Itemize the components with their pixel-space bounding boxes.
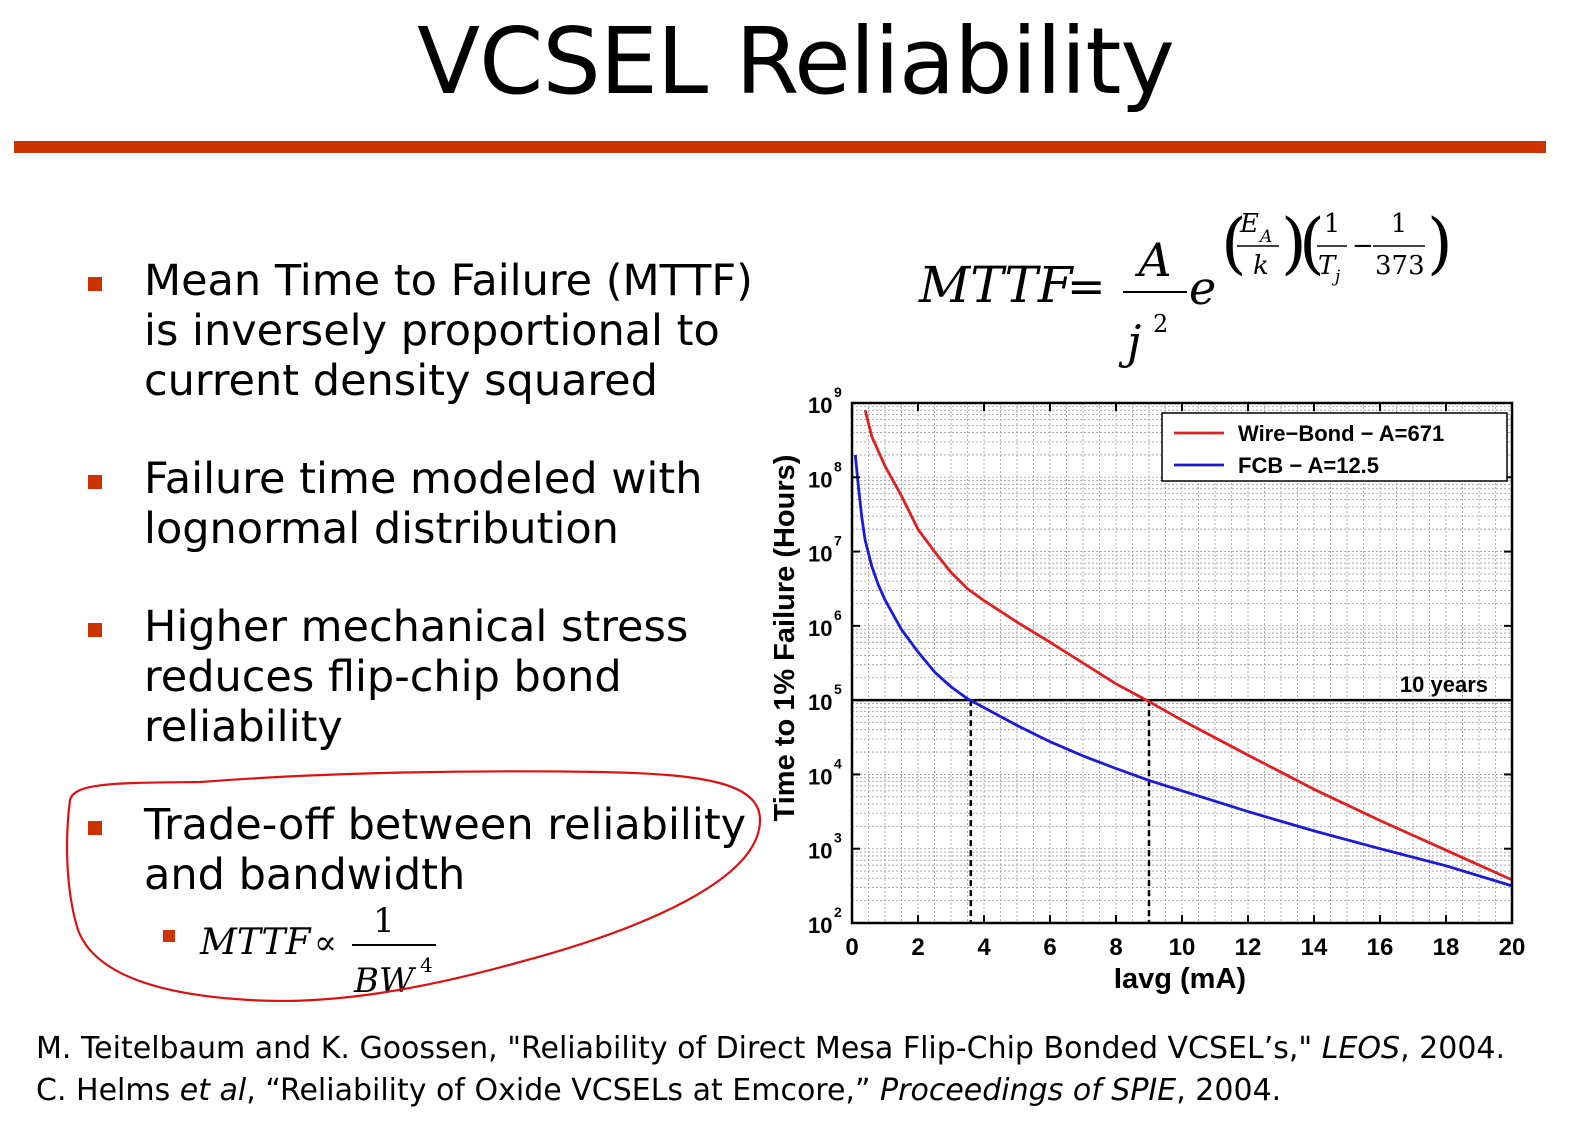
y-tick-label: 10: [808, 467, 832, 492]
slide-title: VCSEL Reliability: [417, 8, 1175, 115]
exp-paren-open-1: (: [1221, 205, 1247, 282]
bullet-text: Higher mechanical stress reduces flip-ch…: [144, 602, 688, 752]
bullet-line: Mean Time to Failure (MTTF): [144, 256, 753, 306]
bullet-line: reliability: [144, 702, 343, 752]
chart-y-axis-label: Time to 1% Failure (Hours): [769, 455, 801, 822]
reference-helms: C. Helms et al, “Reliability of Oxide VC…: [36, 1073, 1282, 1108]
references: M. Teitelbaum and K. Goossen, "Reliabili…: [36, 1028, 1505, 1112]
formula-denominator: j: [1118, 315, 1141, 369]
exp-one-b: 1: [1391, 209, 1408, 239]
exp-tj-sub: j: [1331, 267, 1341, 287]
x-tick-label: 6: [1043, 934, 1056, 961]
exp-373: 373: [1375, 251, 1425, 281]
legend-box: [1161, 412, 1508, 482]
formula-denominator-exponent: 2: [1153, 310, 1168, 338]
exp-k: k: [1253, 251, 1269, 281]
formula-base: e: [1189, 261, 1216, 315]
bullet-line: is inversely proportional to: [144, 306, 720, 356]
exp-minus: −: [1352, 231, 1374, 261]
x-tick-label: 14: [1301, 934, 1328, 961]
series-line: [863, 410, 1513, 882]
exp-paren-close-2: ): [1427, 205, 1453, 282]
bullet-line: current density squared: [144, 356, 658, 406]
bullet-square-icon: [88, 475, 102, 489]
sub-formula-exponent: 4: [420, 953, 433, 977]
y-tick-exponent: 2: [834, 904, 842, 920]
y-tick-label: 10: [808, 542, 832, 567]
y-tick-label: 10: [808, 764, 832, 789]
formula-numerator: A: [1134, 233, 1171, 287]
y-tick-label: 10: [808, 913, 832, 938]
formula-lhs: MTTF: [918, 256, 1075, 314]
x-tick-label: 16: [1367, 934, 1394, 961]
sub-formula-lhs: MTTF: [199, 922, 313, 963]
exp-one-a: 1: [1324, 209, 1341, 239]
bullet-square-icon: [88, 623, 102, 637]
bullet-square-icon: [88, 821, 102, 835]
reference-teitelbaum: M. Teitelbaum and K. Goossen, "Reliabili…: [36, 1031, 1506, 1066]
chart-reference-lines: 10 years: [852, 672, 1512, 923]
y-tick-label: 10: [808, 616, 832, 641]
x-tick-label: 12: [1235, 934, 1262, 961]
y-tick-label: 10: [808, 690, 832, 715]
y-tick-label: 10: [808, 839, 832, 864]
chart-axes: 0 2 4 6 8 10 12 14 16 18 2010210310410510610710810…: [808, 384, 1525, 961]
exp-ea-sub: A: [1258, 227, 1272, 247]
exp-paren-close-1: ): [1281, 205, 1307, 282]
y-tick-exponent: 3: [834, 830, 842, 846]
x-tick-label: 10: [1169, 934, 1196, 961]
chart-grid: [851, 403, 1513, 924]
chart-x-axis-label: Iavg (mA): [1114, 963, 1246, 995]
legend-label: FCB − A=12.5: [1238, 453, 1379, 478]
formula-equals: =: [1067, 259, 1106, 313]
y-tick-exponent: 9: [834, 384, 842, 400]
x-tick-label: 4: [977, 934, 991, 961]
sub-bullet-square-icon: [163, 930, 175, 942]
mttf-bandwidth-formula: MTTF ∝ 1 BW 4: [199, 901, 436, 1001]
mttf-main-formula: MTTF = A j 2 e ( E A k ) ( 1 T j − 1 373…: [918, 205, 1453, 369]
x-tick-label: 2: [911, 934, 924, 961]
chart-legend: Wire−Bond − A=671 FCB − A=12.5: [1161, 412, 1508, 482]
bullet-text: Trade-off between reliability and bandwi…: [144, 800, 746, 900]
ten-years-label: 10 years: [1400, 672, 1488, 697]
y-tick-exponent: 4: [834, 755, 842, 771]
bullet-line: lognormal distribution: [144, 504, 619, 554]
chart-series: [853, 410, 1513, 888]
exp-tj: T: [1318, 251, 1337, 281]
sub-formula-denominator: BW: [353, 961, 417, 1001]
bullet-square-icon: [88, 277, 102, 291]
legend-label: Wire−Bond − A=671: [1238, 421, 1444, 446]
exp-paren-open-2: (: [1299, 205, 1325, 282]
bullet-line: Higher mechanical stress: [144, 602, 689, 652]
title-rule: [14, 141, 1546, 153]
bullet-line: and bandwidth: [144, 850, 466, 900]
y-tick-exponent: 8: [834, 458, 842, 474]
y-tick-exponent: 5: [834, 681, 842, 697]
y-tick-label: 10: [808, 393, 832, 418]
sub-formula-relation: ∝: [314, 923, 337, 963]
reliability-chart: 10 years 0 2 4 6 8 10 12 14 16 18 2010210310410510…: [769, 384, 1525, 995]
x-tick-label: 18: [1433, 934, 1460, 961]
bullet-line: Trade-off between reliability: [144, 800, 747, 850]
exp-ea: E: [1239, 209, 1259, 239]
sub-formula-numerator: 1: [373, 901, 395, 941]
x-tick-label: 20: [1499, 934, 1526, 961]
bullet-line: reduces flip-chip bond: [144, 652, 622, 702]
series-line: [853, 454, 1513, 888]
bullet-line: Failure time modeled with: [144, 454, 703, 504]
bullet-text: Failure time modeled with lognormal dist…: [144, 454, 703, 554]
bullet-text: Mean Time to Failure (MTTF) is inversely…: [144, 256, 753, 406]
y-tick-exponent: 6: [834, 607, 842, 623]
y-tick-exponent: 7: [834, 533, 842, 549]
x-tick-label: 0: [845, 934, 858, 961]
x-tick-label: 8: [1109, 934, 1122, 961]
